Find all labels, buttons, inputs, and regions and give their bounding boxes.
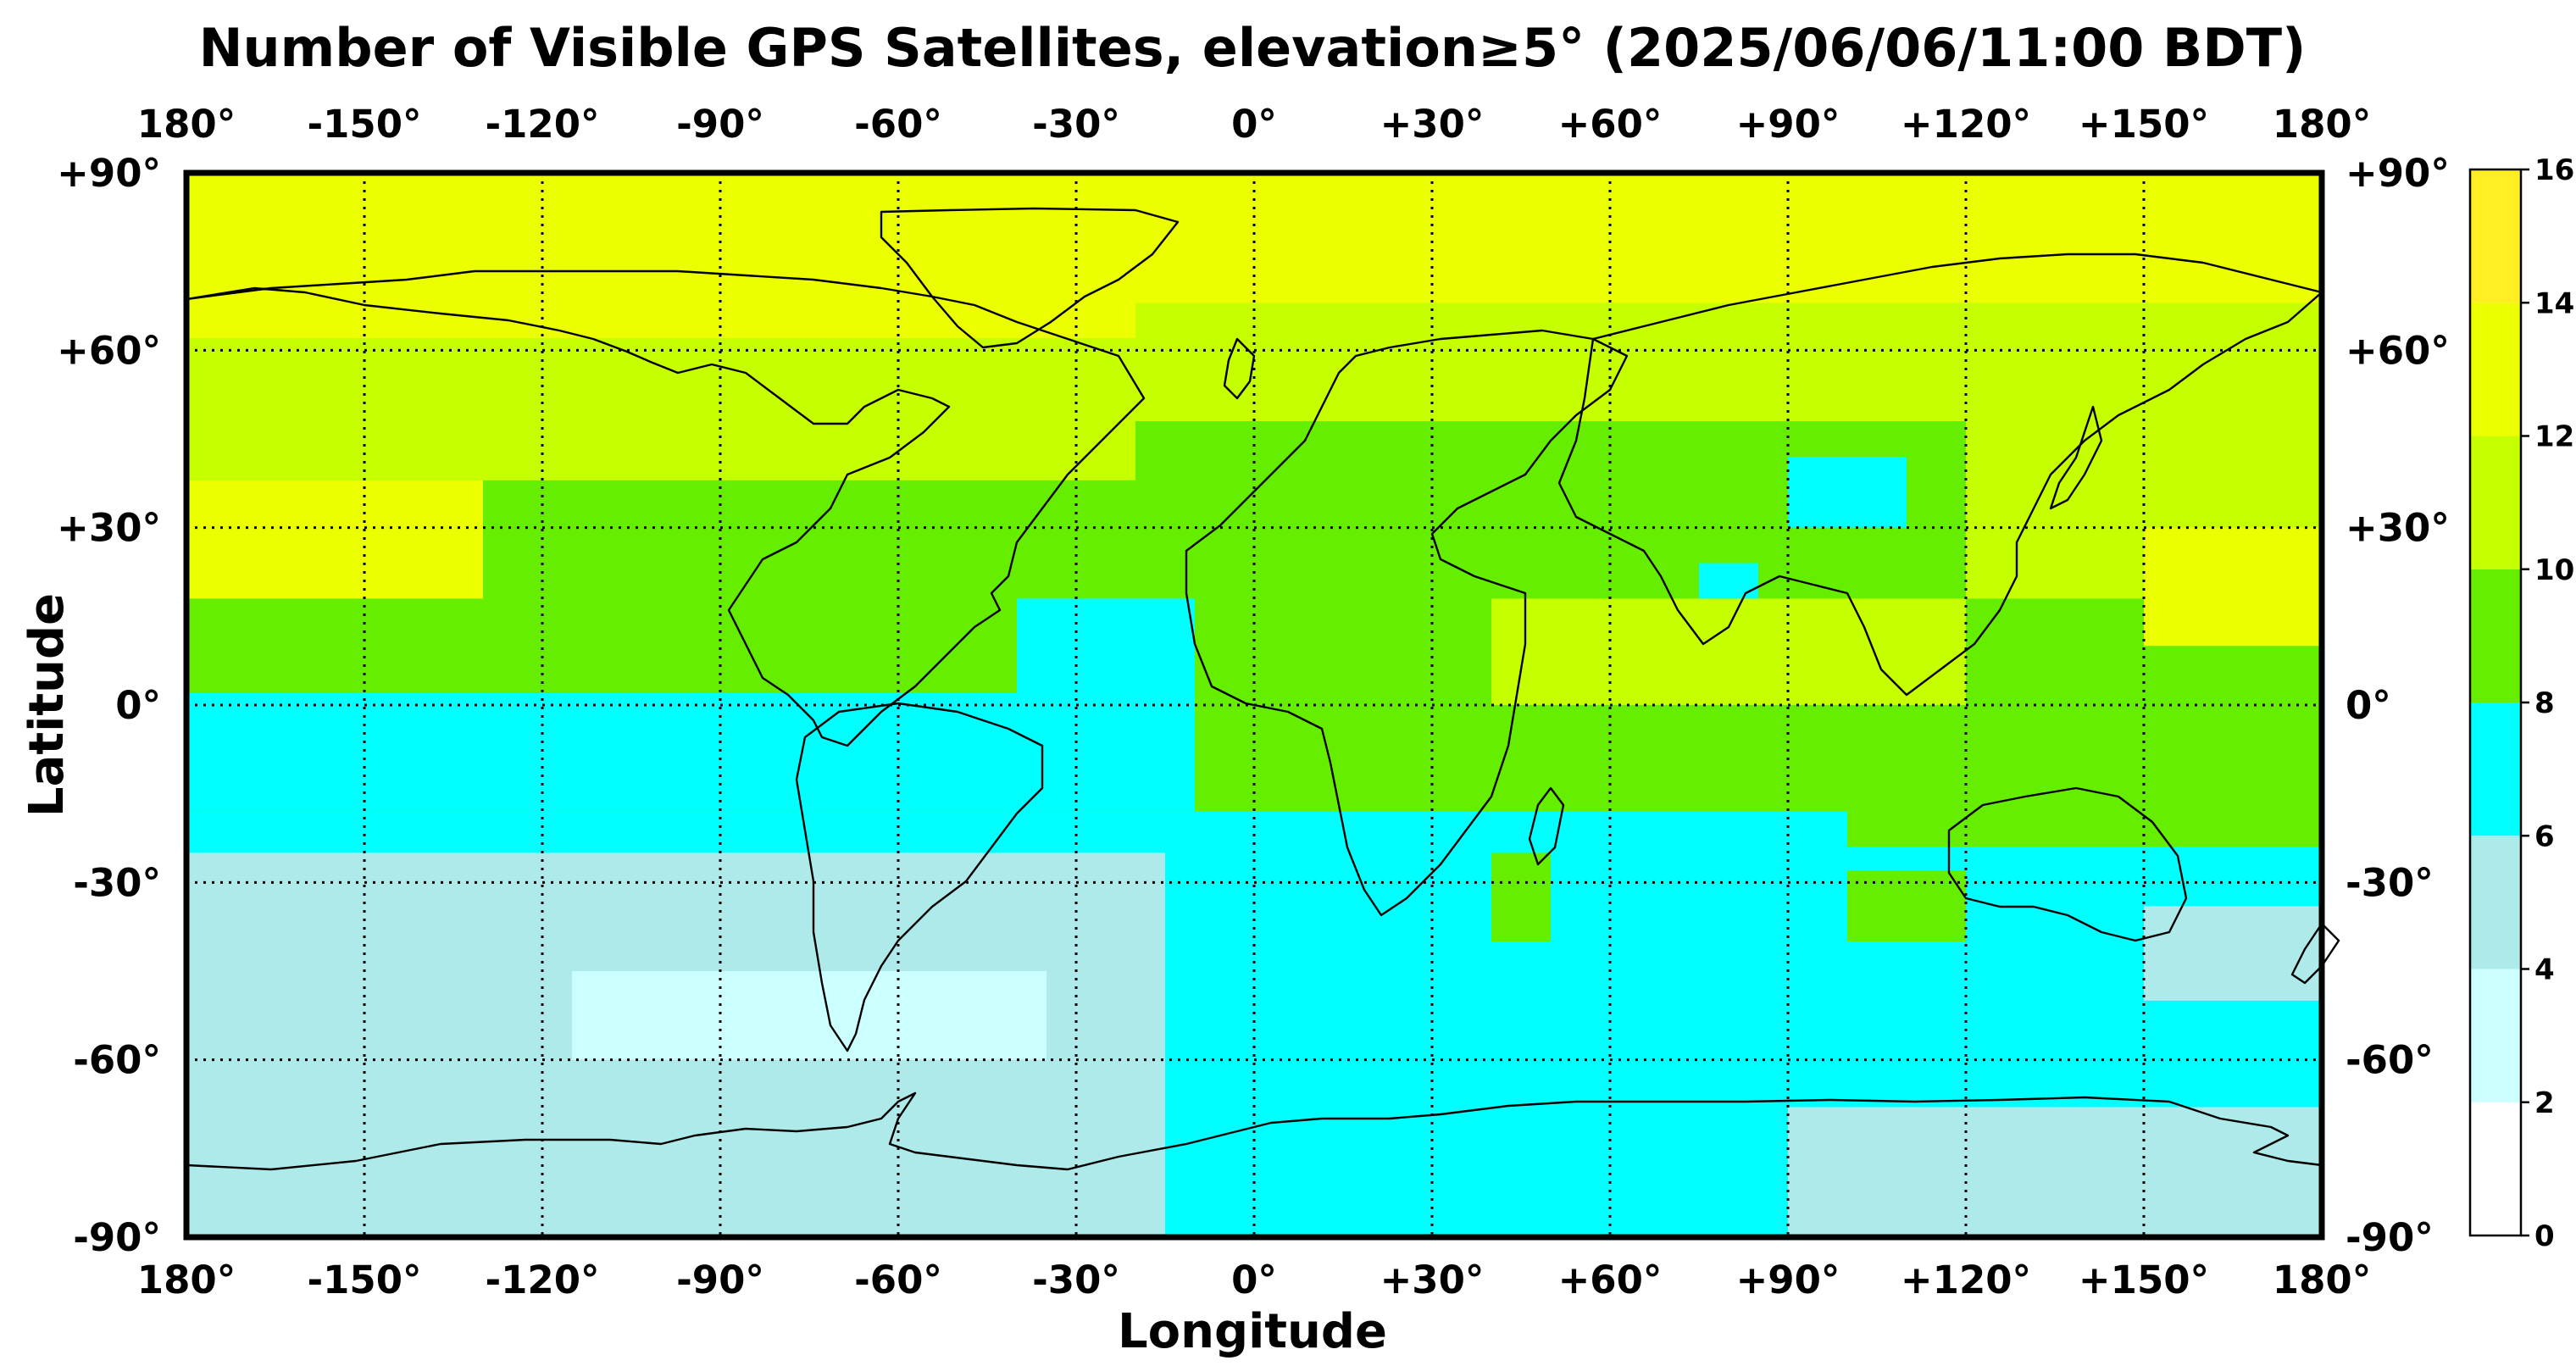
coast-antarctica xyxy=(186,1091,2323,1171)
map-frame xyxy=(183,169,2325,1241)
colorbar-tick-label: 6 xyxy=(2534,819,2555,853)
longitude-tick-label: -120° xyxy=(485,102,599,147)
latitude-ticks-left: +90° +60° +30° 0° -30° -60° -90° xyxy=(57,151,161,1260)
colorbar-bin-2 xyxy=(2470,836,2521,969)
latitude-tick-label: -60° xyxy=(73,1038,161,1083)
heat-region-19 xyxy=(1788,1107,2322,1237)
heat-region-6 xyxy=(186,480,483,599)
heat-region-5 xyxy=(1135,303,2322,422)
longitude-tick-label: -150° xyxy=(307,102,421,147)
latitude-tick-label: -90° xyxy=(2346,1215,2434,1260)
coast-asia xyxy=(1557,253,2323,697)
longitude-tick-label: -150° xyxy=(307,1258,421,1302)
coast-british-isles xyxy=(1223,337,1256,400)
heat-region-18 xyxy=(572,971,1046,1060)
latitude-tick-label: +90° xyxy=(57,151,161,196)
heat-region-3 xyxy=(542,338,1135,480)
longitude-tick-label: 180° xyxy=(2273,1258,2371,1302)
heat-region-8 xyxy=(2144,527,2322,647)
heat-region-13 xyxy=(186,693,1076,812)
longitude-tick-label: 0° xyxy=(1231,1258,1277,1302)
longitude-tick-label: +90° xyxy=(1736,102,1840,147)
colorbar-tick-label: 4 xyxy=(2534,953,2555,987)
colorbar-tick-label: 8 xyxy=(2534,686,2555,720)
colorbar-tick-label: 0 xyxy=(2534,1219,2555,1253)
heat-region-11 xyxy=(1699,563,1758,599)
latitude-tick-label: +60° xyxy=(57,328,161,373)
graticule xyxy=(186,173,2322,1237)
longitude-tick-label: 180° xyxy=(2273,102,2371,147)
longitude-tick-label: -30° xyxy=(1032,102,1120,147)
longitude-tick-label: 180° xyxy=(137,1258,236,1302)
heat-region-15 xyxy=(1847,764,2322,847)
longitude-tick-label: -120° xyxy=(485,1258,599,1302)
coast-madagascar xyxy=(1528,786,1565,866)
heat-region-2 xyxy=(186,338,542,480)
latitude-tick-label: -60° xyxy=(2346,1038,2434,1083)
latitude-tick-label: -30° xyxy=(73,860,161,905)
longitude-tick-label: +30° xyxy=(1380,102,1485,147)
longitude-tick-label: +150° xyxy=(2079,102,2209,147)
colorbar-tick-label: 12 xyxy=(2534,420,2574,454)
latitude-tick-label: +30° xyxy=(57,506,161,551)
longitude-tick-label: +90° xyxy=(1736,1258,1840,1302)
coast-greenland xyxy=(880,207,1180,349)
longitude-tick-label: -30° xyxy=(1032,1258,1120,1302)
x-axis-label: Longitude xyxy=(1118,1304,1387,1359)
latitude-tick-label: +60° xyxy=(2346,328,2450,373)
map-title: Number of Visible GPS Satellites, elevat… xyxy=(199,17,2307,79)
latitude-tick-label: -30° xyxy=(2346,860,2434,905)
longitude-ticks-bottom: 180° -150° -120° -90° -60° -30° 0° +30° +60° +90°… xyxy=(137,1258,2371,1302)
latitude-tick-label: 0° xyxy=(2346,683,2391,728)
coast-new-zealand xyxy=(2290,922,2340,985)
latitude-tick-label: 0° xyxy=(115,683,161,728)
colorbar-tick-label: 10 xyxy=(2534,553,2574,587)
colorbar-bin-0 xyxy=(2470,1102,2521,1236)
coast-australia xyxy=(1947,786,2188,942)
colorbar-tick-label: 16 xyxy=(2534,153,2574,187)
latitude-tick-label: -90° xyxy=(73,1215,161,1260)
latitude-tick-label: +90° xyxy=(2346,151,2450,196)
colorbar-tick-label: 14 xyxy=(2534,286,2574,320)
heat-region-9 xyxy=(1491,598,1966,705)
colorbar-bin-1 xyxy=(2470,969,2521,1102)
longitude-tick-label: +60° xyxy=(1558,1258,1663,1302)
colorbar-bin-3 xyxy=(2470,702,2521,836)
colorbar-bin-7 xyxy=(2470,169,2521,303)
colorbar xyxy=(2468,168,2523,1237)
colorbar-bin-5 xyxy=(2470,436,2521,569)
longitude-tick-label: 0° xyxy=(1231,102,1277,147)
heat-region-4 xyxy=(1135,173,2322,303)
colorbar-ticks: 0 2 4 6 8 10 12 14 16 xyxy=(2521,153,2574,1253)
heat-region-10 xyxy=(1788,456,1907,528)
longitude-tick-label: +150° xyxy=(2079,1258,2209,1302)
coastline-layer xyxy=(185,207,2340,1171)
longitude-tick-label: +120° xyxy=(1901,102,2031,147)
heat-region-14 xyxy=(1017,598,1195,812)
longitude-tick-label: -60° xyxy=(854,102,942,147)
longitude-tick-label: -90° xyxy=(676,1258,764,1302)
heat-region-20 xyxy=(2144,906,2322,1001)
y-axis-label: Latitude xyxy=(19,593,75,817)
colorbar-bin-4 xyxy=(2470,569,2521,702)
longitude-tick-label: -60° xyxy=(854,1258,942,1302)
colorbar-tick-label: 2 xyxy=(2534,1086,2555,1120)
longitude-tick-label: +120° xyxy=(1901,1258,2031,1302)
colorbar-bin-6 xyxy=(2470,303,2521,436)
heat-region-21 xyxy=(1491,852,1551,942)
latitude-ticks-right: +90° +60° +30° 0° -30° -60° -90° xyxy=(2346,151,2450,1260)
longitude-tick-label: +30° xyxy=(1380,1258,1485,1302)
latitude-tick-label: +30° xyxy=(2346,506,2450,551)
coast-south-america xyxy=(795,702,1044,1052)
coast-europe-africa xyxy=(1185,329,1629,917)
longitude-tick-label: +60° xyxy=(1558,102,1663,147)
longitude-tick-label: 180° xyxy=(137,102,236,147)
coast-japan xyxy=(2049,405,2103,510)
longitude-ticks-top: 180° -150° -120° -90° -60° -30° 0° +30° +60° +90°… xyxy=(137,102,2371,147)
longitude-tick-label: -90° xyxy=(676,102,764,147)
